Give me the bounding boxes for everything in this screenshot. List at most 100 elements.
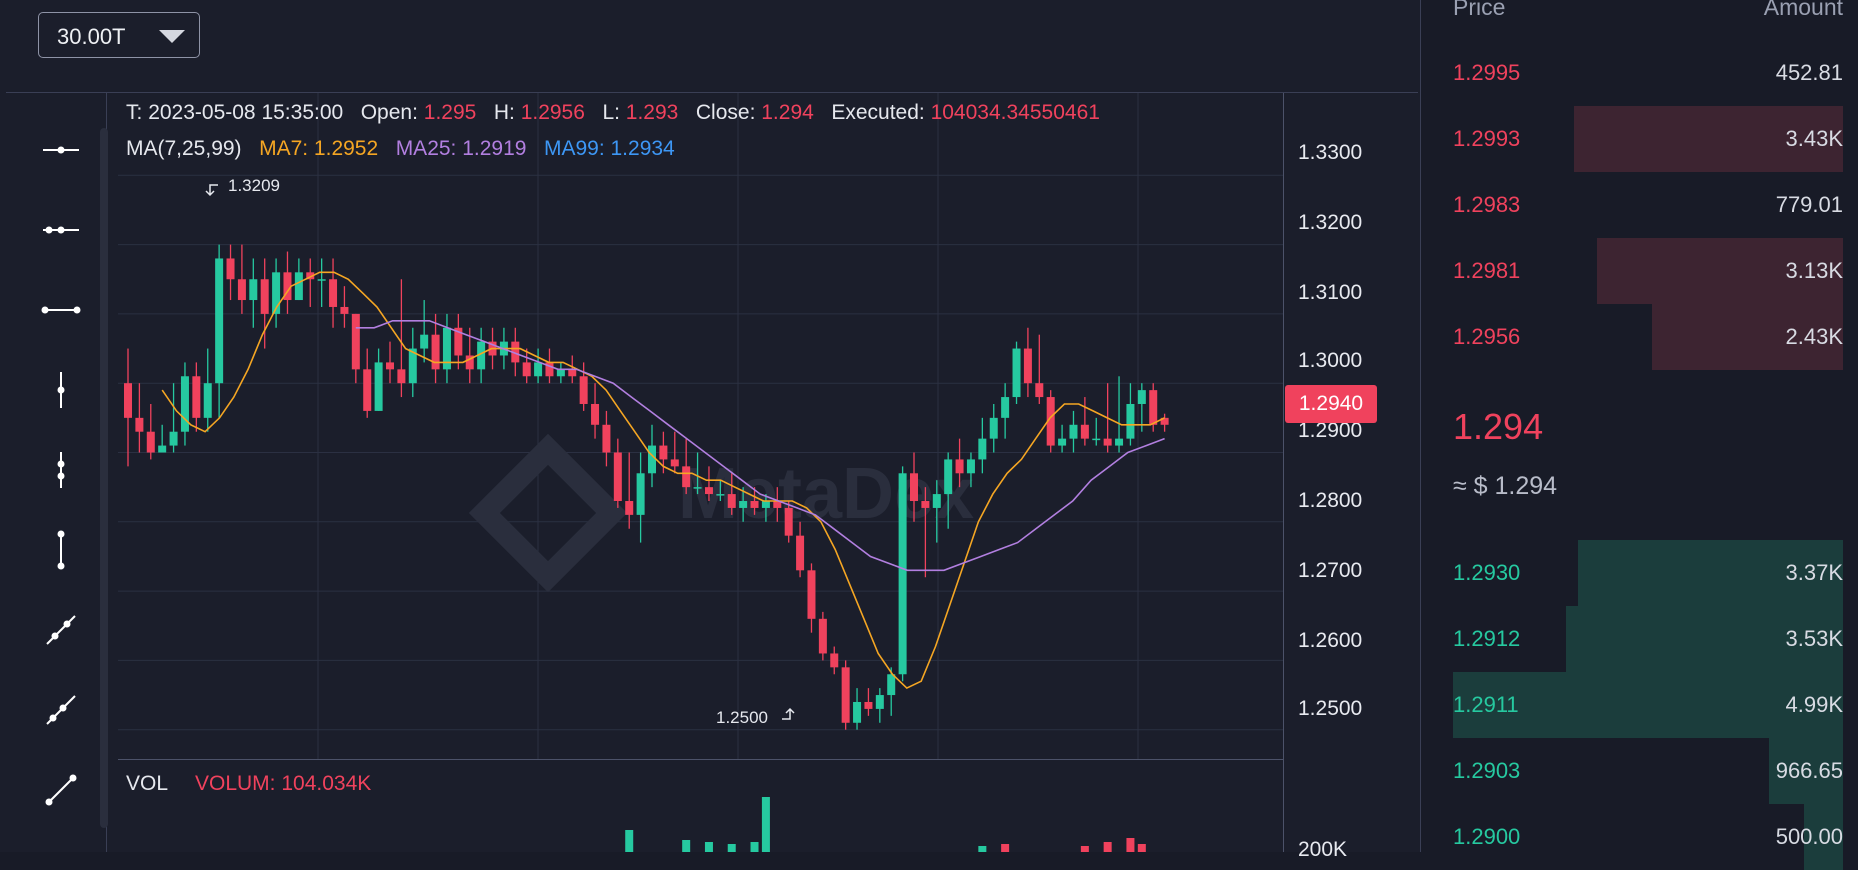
candle-body	[716, 494, 725, 496]
vertical-line-tool[interactable]	[26, 363, 96, 417]
price-tick: 1.3000	[1298, 349, 1363, 372]
candle-body	[442, 327, 451, 370]
candle-body	[374, 362, 383, 411]
ask-row[interactable]: 1.2956 2.43K	[1453, 304, 1843, 370]
ask-row[interactable]: 1.2981 3.13K	[1453, 238, 1843, 304]
ask-price: 1.2993	[1453, 126, 1521, 151]
candle-body	[704, 487, 713, 495]
candle-body	[966, 459, 975, 474]
horizontal-segment-tool[interactable]	[26, 283, 96, 337]
low-label: L:	[602, 101, 620, 124]
price-header: Price	[1453, 0, 1506, 20]
candle-body	[534, 362, 543, 377]
price-tick: 1.2800	[1298, 489, 1363, 512]
candle-body	[1058, 438, 1067, 446]
candle-body	[693, 487, 702, 489]
interval-select[interactable]: 30.00T	[38, 12, 200, 58]
ray-tool[interactable]	[26, 683, 96, 737]
ma7-line	[161, 271, 1165, 690]
open-value: 1.295	[423, 101, 477, 124]
candle-body	[579, 376, 588, 404]
line-segment-tool[interactable]	[26, 763, 96, 817]
trend-line-tool[interactable]	[26, 603, 96, 657]
candle-body	[978, 438, 987, 460]
ask-row[interactable]: 1.2995 452.81	[1453, 40, 1843, 106]
tools-scrollbar[interactable]	[100, 128, 108, 828]
ma-info: MA(7,25,99) MA7: 1.2952 MA25: 1.2919 MA9…	[126, 137, 675, 161]
candle-body	[340, 306, 349, 314]
candle-body	[226, 258, 235, 280]
candle-body	[796, 535, 805, 571]
trend-line-icon	[46, 615, 76, 645]
ask-price: 1.2956	[1453, 324, 1521, 349]
candle-body	[386, 362, 394, 370]
candle-body	[454, 327, 463, 356]
chart-panel: 30.00T	[6, 12, 1420, 861]
volume-bar	[727, 844, 736, 852]
candle-body	[306, 272, 315, 280]
ma25-value: MA25: 1.2919	[395, 137, 527, 160]
last-price-tag: 1.2940	[1285, 385, 1377, 423]
candle-body	[135, 417, 144, 432]
volume-bar	[978, 846, 987, 852]
last-trade-price: 1.294	[1453, 406, 1544, 447]
depth-bar	[1577, 540, 1843, 606]
volume-axis-tick: 200K	[1298, 838, 1348, 861]
high-label: H:	[493, 101, 515, 124]
volume-pane: VOL VOLUM: 104.034K	[118, 760, 1284, 852]
candle-body	[670, 459, 679, 467]
volume-label: VOL	[126, 772, 169, 795]
candle-body	[887, 674, 896, 696]
candle-body	[602, 424, 611, 453]
candle-body	[556, 369, 565, 377]
depth-bar	[1768, 738, 1843, 804]
vertical-segment-tool[interactable]	[26, 523, 96, 577]
vertical-ray-tool[interactable]	[26, 443, 96, 497]
low-marker-arrow	[782, 707, 795, 720]
horizontal-line-tool[interactable]	[26, 123, 96, 177]
candle-body	[249, 279, 258, 301]
ask-amount: 779.01	[1775, 192, 1843, 217]
volume-chart	[625, 797, 1146, 852]
bid-row[interactable]: 1.2912 3.53K	[1453, 606, 1843, 672]
price-tick: 1.3300	[1298, 141, 1363, 164]
volume-bar	[1137, 844, 1146, 852]
ask-row[interactable]: 1.2993 3.43K	[1453, 106, 1843, 172]
candle-body	[568, 369, 577, 377]
candle-body	[682, 466, 691, 488]
amount-header: Amount	[1763, 0, 1843, 20]
candle-body	[1046, 397, 1055, 446]
horizontal-ray-tool[interactable]	[26, 203, 96, 257]
candle-body	[1103, 438, 1112, 446]
price-tick: 1.2500	[1298, 697, 1363, 720]
candle-body	[545, 362, 554, 377]
candle-body	[864, 701, 873, 709]
candle-body	[750, 501, 759, 508]
candle-body	[283, 272, 292, 301]
candle-body	[659, 445, 668, 460]
bid-row[interactable]: 1.2900 500.00	[1453, 804, 1843, 870]
time-label: T:	[126, 101, 143, 124]
usd-equivalent: ≈ $ 1.294	[1453, 472, 1558, 500]
candle-body	[465, 355, 474, 370]
candle-body	[818, 618, 827, 654]
candle-body	[420, 334, 429, 349]
candle-body	[158, 445, 167, 453]
ask-row[interactable]: 1.2983 779.01	[1453, 172, 1843, 238]
candle-body	[1160, 417, 1169, 425]
candle-body	[1012, 348, 1021, 398]
bid-row[interactable]: 1.2911 4.99K	[1453, 672, 1843, 738]
bid-row[interactable]: 1.2903 966.65	[1453, 738, 1843, 804]
price-plot[interactable]: MetaDex 1.3209 1.2500	[118, 93, 1284, 760]
executed-label: Executed:	[831, 101, 925, 124]
candle-body	[921, 501, 930, 508]
candle-body	[910, 473, 918, 502]
ask-price: 1.2995	[1453, 60, 1521, 85]
chart-area[interactable]: MetaDex 1.3209 1.2500 T: 2023-05-08 15:35:…	[118, 93, 1420, 861]
candle-body	[761, 501, 770, 508]
candle-body	[1137, 390, 1146, 404]
candle-body	[431, 334, 440, 370]
bid-row[interactable]: 1.2930 3.37K	[1453, 540, 1843, 606]
price-tick: 1.3100	[1298, 281, 1363, 304]
close-value: 1.294	[761, 101, 814, 124]
